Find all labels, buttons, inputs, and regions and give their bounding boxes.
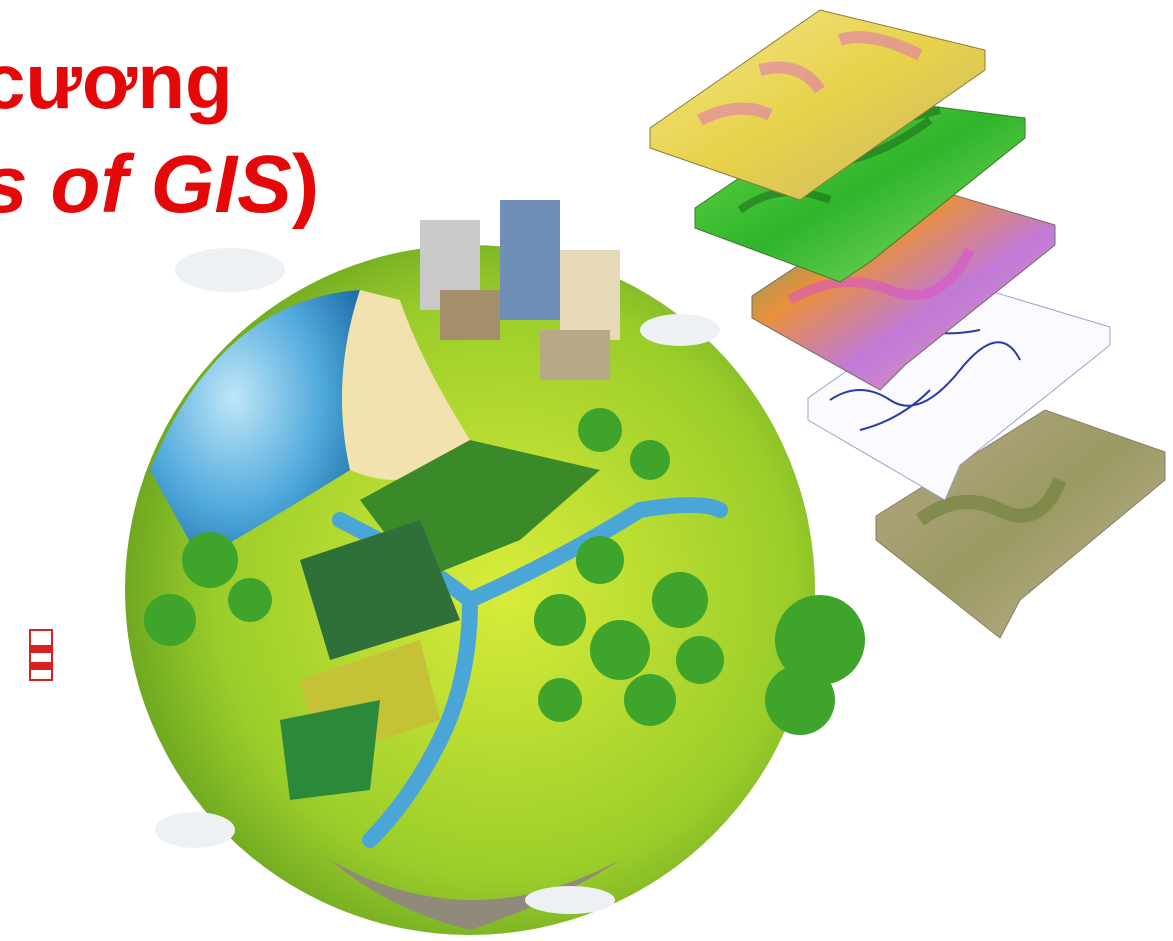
planet-globe xyxy=(29,200,865,935)
gis-layers xyxy=(649,9,1166,639)
beach xyxy=(342,290,470,480)
ocean xyxy=(150,290,360,560)
crop-fields xyxy=(280,440,600,800)
title-line-1: cương xyxy=(0,37,233,125)
clouds xyxy=(155,248,720,914)
layer-terrain xyxy=(875,409,1166,639)
rock-base xyxy=(330,860,620,930)
lighthouse xyxy=(29,629,53,681)
slide-title: cương s of GIS) xyxy=(0,0,420,260)
title-line-2-close: ) xyxy=(291,139,320,230)
buildings xyxy=(420,200,620,380)
trees xyxy=(144,408,865,735)
title-line-2-italic: s of GIS xyxy=(0,139,292,230)
title-line-2: s of GIS) xyxy=(0,138,319,232)
layer-soil xyxy=(649,9,986,201)
